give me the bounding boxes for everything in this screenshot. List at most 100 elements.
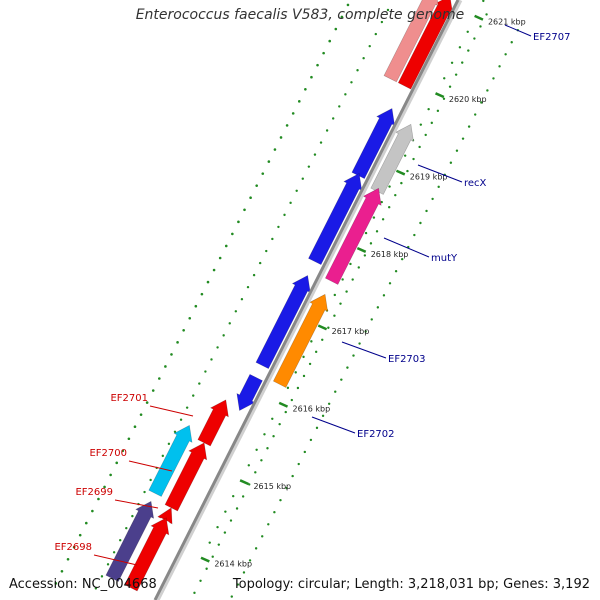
guide-dot — [485, 13, 488, 16]
label-leader — [128, 460, 173, 472]
guide-dot — [455, 149, 459, 152]
guide-dot — [283, 213, 286, 217]
gene-label-forward: recX — [464, 178, 487, 189]
guide-dot — [125, 526, 128, 530]
scale-tick-label: 2621 kbp — [488, 18, 526, 27]
guide-dot — [254, 471, 257, 474]
guide-dot — [304, 87, 307, 91]
guide-dot — [182, 328, 185, 332]
guide-dot — [218, 256, 222, 260]
genome-title: Enterococcus faecalis V583, complete gen… — [135, 7, 465, 23]
guide-dot — [309, 438, 313, 442]
minor-tick — [224, 510, 227, 513]
minor-tick — [372, 216, 376, 219]
guide-dot — [492, 77, 495, 80]
guide-dot — [295, 189, 298, 192]
guide-dot — [381, 218, 385, 221]
guide-dot — [424, 133, 427, 137]
guide-dot — [198, 382, 201, 385]
guide-dot — [368, 44, 371, 48]
guide-dot — [350, 81, 353, 84]
scale-tick — [239, 479, 249, 486]
minor-tick — [216, 525, 219, 529]
guide-dot — [285, 486, 288, 490]
guide-dot — [266, 447, 269, 450]
guide-dot — [167, 442, 171, 446]
guide-dot — [418, 145, 421, 149]
scale-tick-label: 2615 kbp — [253, 482, 291, 491]
scale-tick — [317, 324, 328, 331]
guide-dot — [325, 129, 329, 132]
gene-recx — [370, 123, 414, 195]
guide-dot — [206, 280, 210, 284]
gene-label-reverse: EF2700 — [89, 448, 127, 459]
guide-dot — [352, 354, 355, 357]
guide-dot — [436, 109, 440, 113]
guide-dot — [248, 559, 252, 562]
label-leader — [341, 341, 387, 359]
guide-dot — [212, 268, 216, 272]
guide-dot — [362, 57, 365, 60]
guide-dot — [72, 545, 76, 549]
minor-tick — [403, 154, 407, 157]
guide-dot — [376, 306, 380, 309]
gene-label-reverse: EF2699 — [75, 487, 113, 498]
guide-dot — [127, 437, 131, 441]
guide-dot — [121, 449, 125, 453]
minor-tick — [271, 417, 274, 420]
gene-ef2700 — [148, 424, 193, 497]
label-leader — [504, 24, 532, 37]
guide-dot — [461, 61, 464, 64]
guide-dot — [473, 37, 476, 40]
guide-dot — [419, 221, 422, 225]
guide-dot — [237, 220, 240, 224]
guide-dot — [139, 413, 143, 416]
guide-dot — [267, 523, 270, 526]
guide-dot — [474, 113, 477, 116]
guide-dot — [510, 41, 513, 44]
guide-dot — [158, 377, 161, 380]
guide-dot — [315, 426, 319, 430]
guide-dot — [310, 75, 313, 79]
scale-tick-label: 2618 kbp — [371, 250, 409, 259]
minor-tick — [349, 262, 352, 266]
guide-dot — [406, 169, 409, 173]
guide-dot — [386, 8, 390, 12]
feature-slot-guides — [54, 3, 520, 598]
minor-tick — [232, 494, 235, 498]
guide-dot — [291, 112, 295, 115]
guide-dot — [271, 237, 274, 241]
backbone-shadow — [154, 0, 463, 600]
guide-dot — [97, 497, 100, 501]
gene-label-reverse: EF2698 — [54, 542, 92, 553]
label-leader — [93, 554, 138, 566]
guide-dot — [78, 533, 82, 537]
guide-dot — [297, 100, 301, 103]
minor-tick — [388, 185, 391, 188]
minor-tick — [450, 61, 454, 64]
guide-dot — [307, 165, 311, 168]
guide-dot — [103, 485, 106, 489]
minor-tick — [458, 46, 462, 49]
gene-labels: EF2707 recX mutY EF2703 EF2702 EF2701 EF2700 EF… — [54, 24, 571, 566]
guide-dot — [217, 543, 221, 546]
guide-dot — [261, 535, 264, 538]
guide-dot — [236, 583, 240, 586]
guide-dot — [228, 322, 231, 325]
guide-dot — [54, 582, 58, 585]
guide-dot — [357, 266, 360, 269]
guide-dot — [273, 511, 276, 514]
scale-tick-label: 2616 kbp — [293, 405, 331, 414]
accession-text: Accession: NC_004668 — [9, 577, 157, 592]
guide-dot — [290, 398, 294, 402]
guide-dot — [486, 89, 489, 92]
guide-dot — [106, 563, 110, 566]
guide-dot — [313, 153, 317, 156]
guide-dot — [437, 185, 440, 189]
guide-dot — [454, 73, 458, 76]
guide-dot — [321, 414, 325, 418]
guide-dot — [84, 521, 88, 525]
guide-dot — [229, 519, 233, 522]
guide-dot — [173, 430, 177, 433]
gene-muty-cds — [308, 173, 363, 266]
